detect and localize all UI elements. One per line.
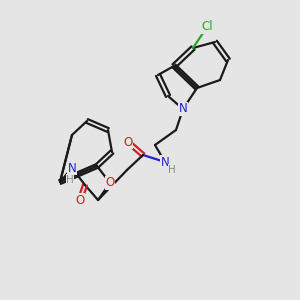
Text: H: H bbox=[66, 175, 74, 185]
Text: N: N bbox=[160, 155, 169, 169]
Text: O: O bbox=[75, 194, 85, 206]
Text: O: O bbox=[123, 136, 133, 148]
Text: N: N bbox=[68, 161, 76, 175]
Text: O: O bbox=[105, 176, 115, 190]
Text: N: N bbox=[178, 103, 188, 116]
Text: H: H bbox=[168, 165, 176, 175]
Text: Cl: Cl bbox=[201, 20, 213, 34]
